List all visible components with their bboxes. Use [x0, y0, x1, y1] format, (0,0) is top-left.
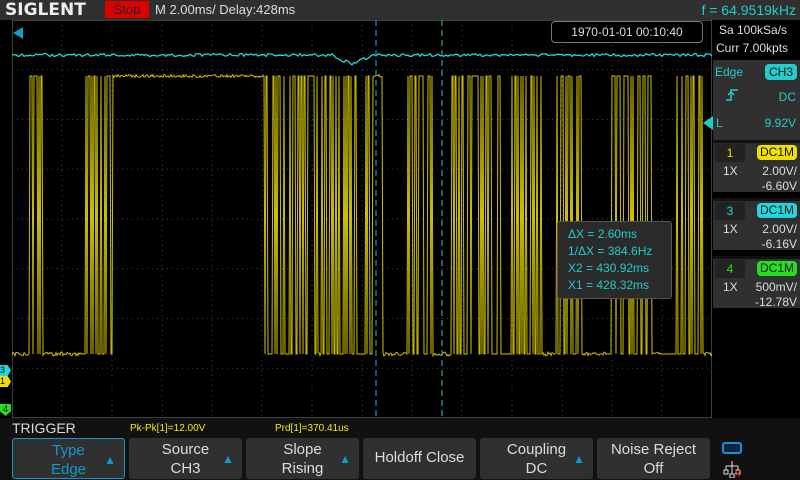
softkey-label: Type: [52, 442, 85, 459]
softkey-label: Coupling: [506, 441, 567, 458]
cursor-delta-x: ΔX = 2.60ms: [568, 227, 638, 241]
softkey-label: Slope: [283, 441, 322, 458]
trigger-level: 9.92V: [764, 116, 796, 130]
softkey-value: Rising: [281, 460, 324, 477]
channel-probe: 1X: [723, 222, 738, 236]
channel-1-panel[interactable]: 1 DC1M 1X 2.00V/ -6.60V: [713, 140, 800, 193]
cursor-inverse-delta-x: 1/ΔX = 384.6Hz: [568, 244, 653, 258]
cursor-x1: X1 = 428.32ms: [568, 278, 650, 292]
channel-offset: -6.60V: [761, 179, 797, 193]
channel-4-panel[interactable]: 4 DC1M 1X 500mV/ -12.78V: [713, 256, 800, 309]
trigger-coupling: DC: [778, 90, 796, 104]
channel-scale: 2.00V/: [762, 222, 797, 236]
softkey-bar: TRIGGER Pk-Pk[1]=12.00V Prd[1]=370.41us …: [0, 418, 800, 480]
channel-coupling-badge: DC1M: [757, 261, 797, 276]
channel-probe: 1X: [723, 164, 738, 178]
softkey-slope[interactable]: Slope Rising ▲: [246, 438, 359, 479]
channel-number: 3: [715, 202, 745, 220]
right-panel: Sa 100kSa/s Curr 7.00kpts Edge CH3 DC L …: [713, 20, 800, 418]
ch3-marker[interactable]: 3: [0, 365, 11, 376]
timebase-readout[interactable]: M 2.00ms/ Delay:428ms: [155, 2, 296, 17]
arrow-up-icon: ▲: [222, 452, 234, 466]
usb-storage-icon: [722, 442, 742, 454]
softkey-holdoff-close[interactable]: Holdoff Close: [363, 438, 476, 479]
arrow-up-icon: ▲: [104, 453, 116, 467]
network-icon: [723, 461, 741, 478]
channel-coupling-badge: DC1M: [757, 203, 797, 218]
channel-offset: -6.16V: [761, 237, 797, 251]
channel-number: 4: [715, 260, 745, 278]
ch1-waveform: [12, 73, 712, 358]
measurement-period: Prd[1]=370.41us: [275, 423, 349, 434]
trigger-source-badge: CH3: [765, 64, 797, 80]
channel-number: 1: [715, 144, 745, 162]
softkey-value: Off: [643, 460, 664, 477]
cursor-x2: X2 = 430.92ms: [568, 261, 650, 275]
channel-coupling-badge: DC1M: [757, 145, 797, 160]
trigger-info[interactable]: Edge CH3 DC L 9.92V: [713, 60, 800, 155]
top-bar: SIGLENT Stop M 2.00ms/ Delay:428ms f = 6…: [0, 0, 800, 20]
rising-edge-icon: [726, 89, 738, 101]
measurement-pkpk: Pk-Pk[1]=12.00V: [130, 423, 206, 434]
ch4-marker[interactable]: 4: [0, 404, 11, 416]
memory-depth: Curr 7.00kpts: [716, 41, 789, 55]
softkey-type[interactable]: Type Edge ▲: [12, 438, 125, 479]
waveform-display[interactable]: [12, 20, 712, 418]
channel-scale: 500mV/: [755, 280, 797, 294]
frequency-counter: f = 64.9519kHz: [701, 2, 796, 18]
trigger-type: Edge: [715, 65, 744, 79]
datetime-display: 1970-01-01 00:10:40: [551, 21, 703, 43]
trigger-position-marker[interactable]: [13, 27, 23, 39]
siglent-logo: SIGLENT: [5, 0, 86, 20]
sample-rate: Sa 100kSa/s: [719, 23, 788, 37]
softkey-label: Holdoff Close: [374, 449, 465, 466]
ch3-waveform: [12, 52, 712, 66]
softkey-label: Noise Reject: [610, 441, 697, 458]
trigger-level-marker[interactable]: [703, 116, 713, 130]
ch1-marker[interactable]: 1: [0, 376, 11, 387]
softkey-source[interactable]: Source CH3 ▲: [129, 438, 242, 479]
menu-title: TRIGGER: [12, 420, 76, 436]
softkey-value: Edge: [50, 461, 87, 478]
softkey-label: Source: [161, 441, 210, 458]
softkey-coupling[interactable]: Coupling DC ▲: [480, 438, 593, 479]
channel-scale: 2.00V/: [762, 164, 797, 178]
trigger-level-label: L: [716, 116, 723, 130]
cursor-readout: ΔX = 2.60ms 1/ΔX = 384.6Hz X2 = 430.92ms…: [557, 221, 672, 299]
softkey-noise-reject[interactable]: Noise Reject Off: [597, 438, 710, 479]
arrow-up-icon: ▲: [573, 452, 585, 466]
channel-probe: 1X: [723, 280, 738, 294]
run-stop-status[interactable]: Stop: [105, 1, 149, 18]
softkey-value: CH3: [170, 460, 201, 477]
softkey-value: DC: [525, 460, 548, 477]
channel-offset: -12.78V: [754, 295, 797, 309]
channel-3-panel[interactable]: 3 DC1M 1X 2.00V/ -6.16V: [713, 198, 800, 251]
arrow-up-icon: ▲: [339, 452, 351, 466]
